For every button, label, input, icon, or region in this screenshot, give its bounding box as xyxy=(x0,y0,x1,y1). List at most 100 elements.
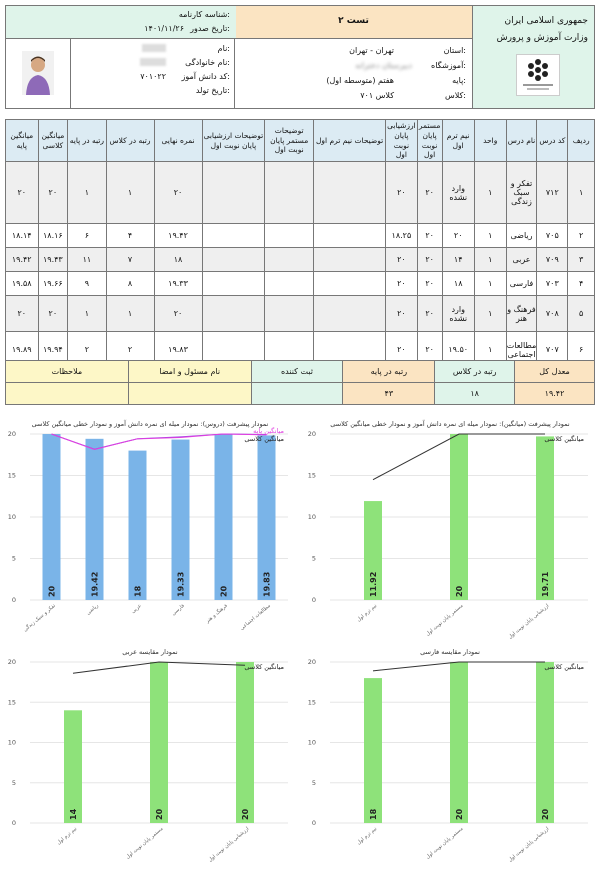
unit-cell: ۱ xyxy=(473,223,507,248)
cont-score-cell: ۲۰ xyxy=(416,161,443,224)
col-header: نام درس xyxy=(505,119,538,162)
table-row: ۲۰ ۲۰ ۱ ۱ ۲۰ ۲۰ ۲۰ وارد نشده ۱ فرهنگ و هنر ۷۰۸ ۵ xyxy=(5,295,595,332)
issue-date-label: تاریخ صدور: xyxy=(190,24,230,33)
chart-persian: نمودار مقایسه فارسی 0 5 10 15 20 18 نیم ترم اول… xyxy=(300,640,600,874)
midterm-desc-cell xyxy=(313,161,387,224)
x-tick-label: نیم ترم اول xyxy=(356,603,378,623)
y-tick-label: 15 xyxy=(8,472,16,480)
col-header: میانگین کلاسی xyxy=(37,119,69,162)
col-header: ردیف xyxy=(567,119,595,162)
chart-subjects: نمودار پیشرفت (دروس): نمودار میله ای نمر… xyxy=(0,412,300,652)
midterm-score-cell: وارد نشده xyxy=(441,295,475,332)
school-label: آموزشگاه: xyxy=(431,61,466,70)
x-tick-label: فرهنگ و هنر xyxy=(203,602,229,625)
rank-class-cell: ۸ xyxy=(105,271,155,296)
bar xyxy=(64,710,82,823)
midterm-desc-cell xyxy=(313,295,387,332)
avg-line xyxy=(372,661,545,672)
chart-title: نمودار پیشرفت (میانگین): نمودار میله ای … xyxy=(330,419,570,428)
country-name: جمهوری اسلامی ایران xyxy=(504,16,589,26)
final-eval-cell: ۲۰ xyxy=(385,161,418,224)
unit-cell: ۱ xyxy=(473,161,507,224)
subject-code-cell: ۷۱۲ xyxy=(536,161,569,224)
subject-name-cell: ریاضی xyxy=(505,223,538,248)
family-value xyxy=(140,58,166,66)
row-number-cell: ۴ xyxy=(567,271,595,296)
x-tick-label: فارسی xyxy=(171,603,187,617)
bar xyxy=(150,662,168,823)
legend-label: میانگین کلاسی xyxy=(244,435,284,443)
class-rank-value: ۱۸ xyxy=(434,382,516,405)
final-eval-desc-cell xyxy=(201,161,266,224)
test-title-cell: تست ۲ xyxy=(234,6,472,39)
avg-class-cell: ۱۸.۱۶ xyxy=(37,223,69,248)
avg-class-cell: ۱۹.۴۳ xyxy=(37,247,69,272)
legend-label: میانگین پایه xyxy=(253,427,284,435)
y-tick-label: 15 xyxy=(8,698,16,706)
final-eval-desc-cell xyxy=(201,247,266,272)
rank-grade-cell: ۱ xyxy=(67,295,107,332)
x-tick-label: مستمر پایان نوبت اول xyxy=(425,826,465,861)
cont-desc-cell xyxy=(264,295,315,332)
col-header: نیم ترم اول xyxy=(441,119,475,162)
y-tick-label: 10 xyxy=(308,513,316,521)
final-score-cell: ۱۹.۳۳ xyxy=(153,271,203,296)
report-id-label: شناسه کارنامه: xyxy=(178,10,230,19)
col-header: توضیحات مستمر پایان نوبت اول xyxy=(264,119,315,162)
bar xyxy=(257,435,276,600)
bar-value-label: 19.71 xyxy=(541,571,550,597)
final-eval-cell: ۲۰ xyxy=(385,271,418,296)
grades-table: میانگین پایه میانگین کلاسی رتبه در پایه … xyxy=(5,119,595,368)
chart-svg: نمودار مقایسه عربی 0 5 10 15 20 14 نیم ترم اول 2… xyxy=(8,648,288,863)
bar-value-label: 18 xyxy=(369,808,378,820)
y-tick-label: 20 xyxy=(308,430,316,438)
grade-value: هفتم (متوسطه اول) xyxy=(326,76,394,85)
avg-grade-cell: ۱۹.۵۸ xyxy=(5,271,39,296)
bar-value-label: 20 xyxy=(220,585,229,597)
legend-label: میانگین کلاسی xyxy=(544,435,584,443)
rank-class-cell: ۷ xyxy=(105,247,155,272)
grade-label: پایه: xyxy=(452,76,466,85)
grades-header-row: میانگین پایه میانگین کلاسی رتبه در پایه … xyxy=(5,119,595,162)
x-tick-label: عربی xyxy=(130,603,143,615)
bar-value-label: 11.92 xyxy=(369,572,378,597)
bar xyxy=(536,436,554,600)
final-eval-cell: ۲۰ xyxy=(385,295,418,332)
bar xyxy=(536,662,554,823)
name-label: نام: xyxy=(217,44,230,53)
total-average-label: معدل کل xyxy=(514,360,595,383)
grade-rank-label: رتبه در پایه xyxy=(342,360,436,383)
notes-value xyxy=(5,382,129,405)
avg-grade-cell: ۲۰ xyxy=(5,161,39,224)
x-tick-label: نیم ترم اول xyxy=(356,826,378,846)
final-eval-desc-cell xyxy=(201,223,266,248)
rank-class-cell: ۱ xyxy=(105,161,155,224)
chart-svg: نمودار پیشرفت (میانگین): نمودار میله ای … xyxy=(308,419,588,640)
bar-value-label: 20 xyxy=(241,808,250,820)
y-tick-label: 0 xyxy=(12,596,16,604)
rank-class-cell: ۴ xyxy=(105,223,155,248)
col-header: واحد xyxy=(473,119,507,162)
x-tick-label: مستمر پایان نوبت اول xyxy=(425,603,465,638)
final-eval-desc-cell xyxy=(201,271,266,296)
subject-code-cell: ۷۰۹ xyxy=(536,247,569,272)
bar-value-label: 20 xyxy=(455,808,464,820)
col-header: کد درس xyxy=(536,119,569,162)
cont-score-cell: ۲۰ xyxy=(416,247,443,272)
subject-name-cell: تفکر و سبک زندگی xyxy=(505,161,538,224)
x-tick-label: ارزشیابی پایان نوبت اول xyxy=(207,826,250,863)
y-tick-label: 0 xyxy=(12,819,16,827)
table-row: ۱۸.۱۴ ۱۸.۱۶ ۶ ۴ ۱۹.۴۲ ۱۸.۲۵ ۲۰ ۲۰ ۱ ریاضی ۷۰۵ ۲ xyxy=(5,223,595,248)
avg-line xyxy=(72,661,246,674)
chart-svg: نمودار مقایسه فارسی 0 5 10 15 20 18 نیم ترم اول… xyxy=(308,648,588,863)
y-tick-label: 0 xyxy=(312,819,316,827)
chart-average: نمودار پیشرفت (میانگین): نمودار میله ای … xyxy=(300,412,600,652)
bar xyxy=(214,434,233,600)
bar xyxy=(128,450,147,600)
avg-line xyxy=(372,433,545,481)
birth-label: تاریخ تولد: xyxy=(195,86,230,95)
bar xyxy=(364,678,382,823)
y-tick-label: 5 xyxy=(312,779,316,787)
final-eval-cell: ۱۸.۲۵ xyxy=(385,223,418,248)
student-info-cell: نام: نام خانوادگی: کد دانش آموز: ۷۰۱۰۲۲ … xyxy=(71,39,236,108)
